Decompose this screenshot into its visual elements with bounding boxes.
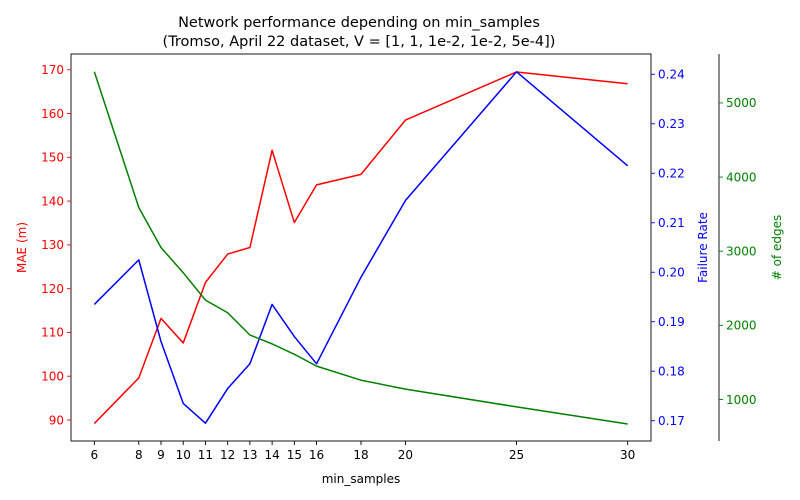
- chart-title-line2: (Tromso, April 22 dataset, V = [1, 1, 1e…: [163, 34, 556, 50]
- y-tick-label-mae: 150: [41, 151, 64, 165]
- y-tick-label-mae: 130: [41, 238, 64, 252]
- x-tick-label: 15: [287, 448, 302, 462]
- x-tick-label: 8: [135, 448, 143, 462]
- x-tick-label: 12: [220, 448, 235, 462]
- y-tick-label-mae: 170: [41, 63, 64, 77]
- y-tick-label-failure-rate: 0.20: [658, 266, 685, 280]
- x-tick-label: 20: [398, 448, 413, 462]
- y-tick-label-failure-rate: 0.22: [658, 167, 685, 181]
- y-tick-label-mae: 160: [41, 107, 64, 121]
- y-tick-label-edges: 4000: [726, 170, 757, 184]
- series-line-mae: [93, 71, 628, 425]
- x-tick-label: 14: [264, 448, 279, 462]
- y-tick-label-failure-rate: 0.17: [658, 414, 685, 428]
- y-tick-label-mae: 110: [41, 326, 64, 340]
- x-tick-label: 11: [198, 448, 213, 462]
- x-tick-label: 6: [91, 448, 99, 462]
- series-line-of-edges: [93, 71, 628, 425]
- y-tick-label-mae: 140: [41, 194, 64, 208]
- y-tick-label-edges: 2000: [726, 319, 757, 333]
- x-axis-label: min_samples: [322, 472, 401, 486]
- y-tick-label-failure-rate: 0.21: [658, 216, 685, 230]
- y-tick-label-mae: 90: [49, 413, 64, 427]
- x-tick-label: 30: [620, 448, 635, 462]
- y-axis-label-failure-rate: Failure Rate: [696, 212, 710, 283]
- y-tick-label-mae: 100: [41, 370, 64, 384]
- y-tick-label-failure-rate: 0.24: [658, 68, 685, 82]
- x-tick-label: 9: [157, 448, 165, 462]
- y-tick-label-failure-rate: 0.23: [658, 117, 685, 131]
- y-tick-label-edges: 5000: [726, 96, 757, 110]
- y-tick-label-edges: 3000: [726, 245, 757, 259]
- x-tick-label: 25: [509, 448, 524, 462]
- x-tick-label: 13: [242, 448, 257, 462]
- plot-area: [93, 71, 629, 425]
- y-tick-label-failure-rate: 0.19: [658, 315, 685, 329]
- x-tick-label: 10: [176, 448, 191, 462]
- x-tick-label: 18: [353, 448, 368, 462]
- chart-title-line1: Network performance depending on min_sam…: [178, 15, 540, 31]
- y-axis-label-edges: # of edges: [770, 215, 784, 281]
- y-tick-label-failure-rate: 0.18: [658, 365, 685, 379]
- series-line-failure-rate: [93, 71, 629, 424]
- axes: 6 8 9 10 11 12 13 14 15 16 18 20 25 30 90 100 110 120 130 1…: [41, 54, 757, 462]
- y-axis-label-mae: MAE (m): [15, 222, 29, 273]
- y-tick-label-mae: 120: [41, 282, 64, 296]
- y-tick-label-edges: 1000: [726, 393, 757, 407]
- x-tick-label: 16: [309, 448, 324, 462]
